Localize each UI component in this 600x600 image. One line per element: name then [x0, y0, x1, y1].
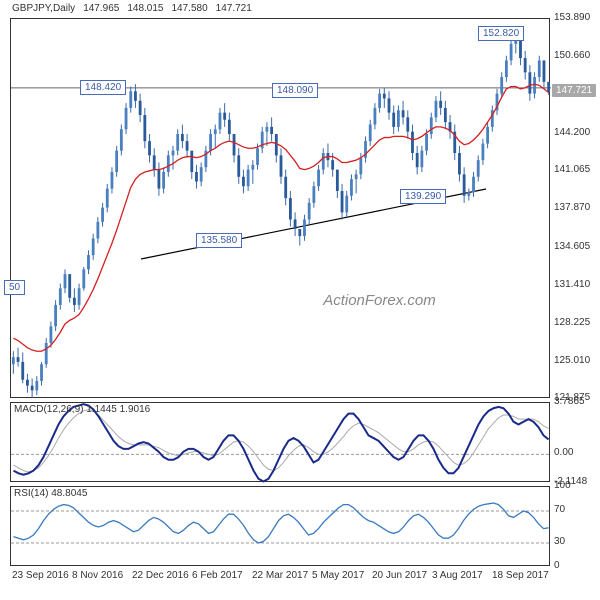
watermark: ActionForex.com — [323, 292, 436, 309]
rsi-ytick: 70 — [554, 504, 565, 515]
y-tick-label: 128.225 — [554, 317, 590, 328]
price-annotation: 139.290 — [400, 189, 446, 204]
rsi-ytick: 0 — [554, 560, 560, 571]
x-tick-label: 20 Jun 2017 — [372, 570, 427, 581]
symbol-label: GBPJPY,Daily — [12, 3, 75, 14]
price-chart-panel[interactable] — [10, 18, 550, 398]
price-annotation: 135.580 — [196, 233, 242, 248]
ohlc-o: 147.965 — [83, 3, 119, 14]
macd-ytick: 3.7865 — [554, 396, 585, 407]
y-tick-label: 144.200 — [554, 127, 590, 138]
y-tick-label: 153.890 — [554, 12, 590, 23]
y-tick-label: 150.660 — [554, 50, 590, 61]
rsi-title: RSI(14) 48.8045 — [14, 488, 87, 499]
chart-header: GBPJPY,Daily 147.965 148.015 147.580 147… — [12, 3, 252, 14]
y-tick-label: 125.010 — [554, 355, 590, 366]
rsi-ytick: 100 — [554, 480, 571, 491]
y-tick-label: 141.065 — [554, 164, 590, 175]
x-tick-label: 6 Feb 2017 — [192, 570, 243, 581]
y-tick-label: 134.605 — [554, 241, 590, 252]
x-tick-label: 23 Sep 2016 — [12, 570, 69, 581]
rsi-ytick: 30 — [554, 536, 565, 547]
ohlc-l: 147.580 — [172, 3, 208, 14]
x-tick-label: 3 Aug 2017 — [432, 570, 483, 581]
price-annotation: 152.820 — [478, 26, 524, 41]
price-annotation: 50 — [4, 280, 25, 295]
y-tick-label: 137.870 — [554, 202, 590, 213]
ohlc-c: 147.721 — [216, 3, 252, 14]
rsi-panel[interactable] — [10, 486, 550, 566]
current-price-tag: 147.721 — [552, 84, 596, 97]
ohlc-h: 148.015 — [127, 3, 163, 14]
x-tick-label: 8 Nov 2016 — [72, 570, 123, 581]
x-tick-label: 5 May 2017 — [312, 570, 364, 581]
y-tick-label: 131.410 — [554, 279, 590, 290]
x-tick-label: 22 Dec 2016 — [132, 570, 189, 581]
price-annotation: 148.420 — [80, 80, 126, 95]
macd-title: MACD(12,26,9) 1.1445 1.9016 — [14, 404, 150, 415]
macd-ytick: 0.00 — [554, 447, 573, 458]
x-tick-label: 22 Mar 2017 — [252, 570, 308, 581]
x-tick-label: 18 Sep 2017 — [492, 570, 549, 581]
price-annotation: 148.090 — [272, 83, 318, 98]
